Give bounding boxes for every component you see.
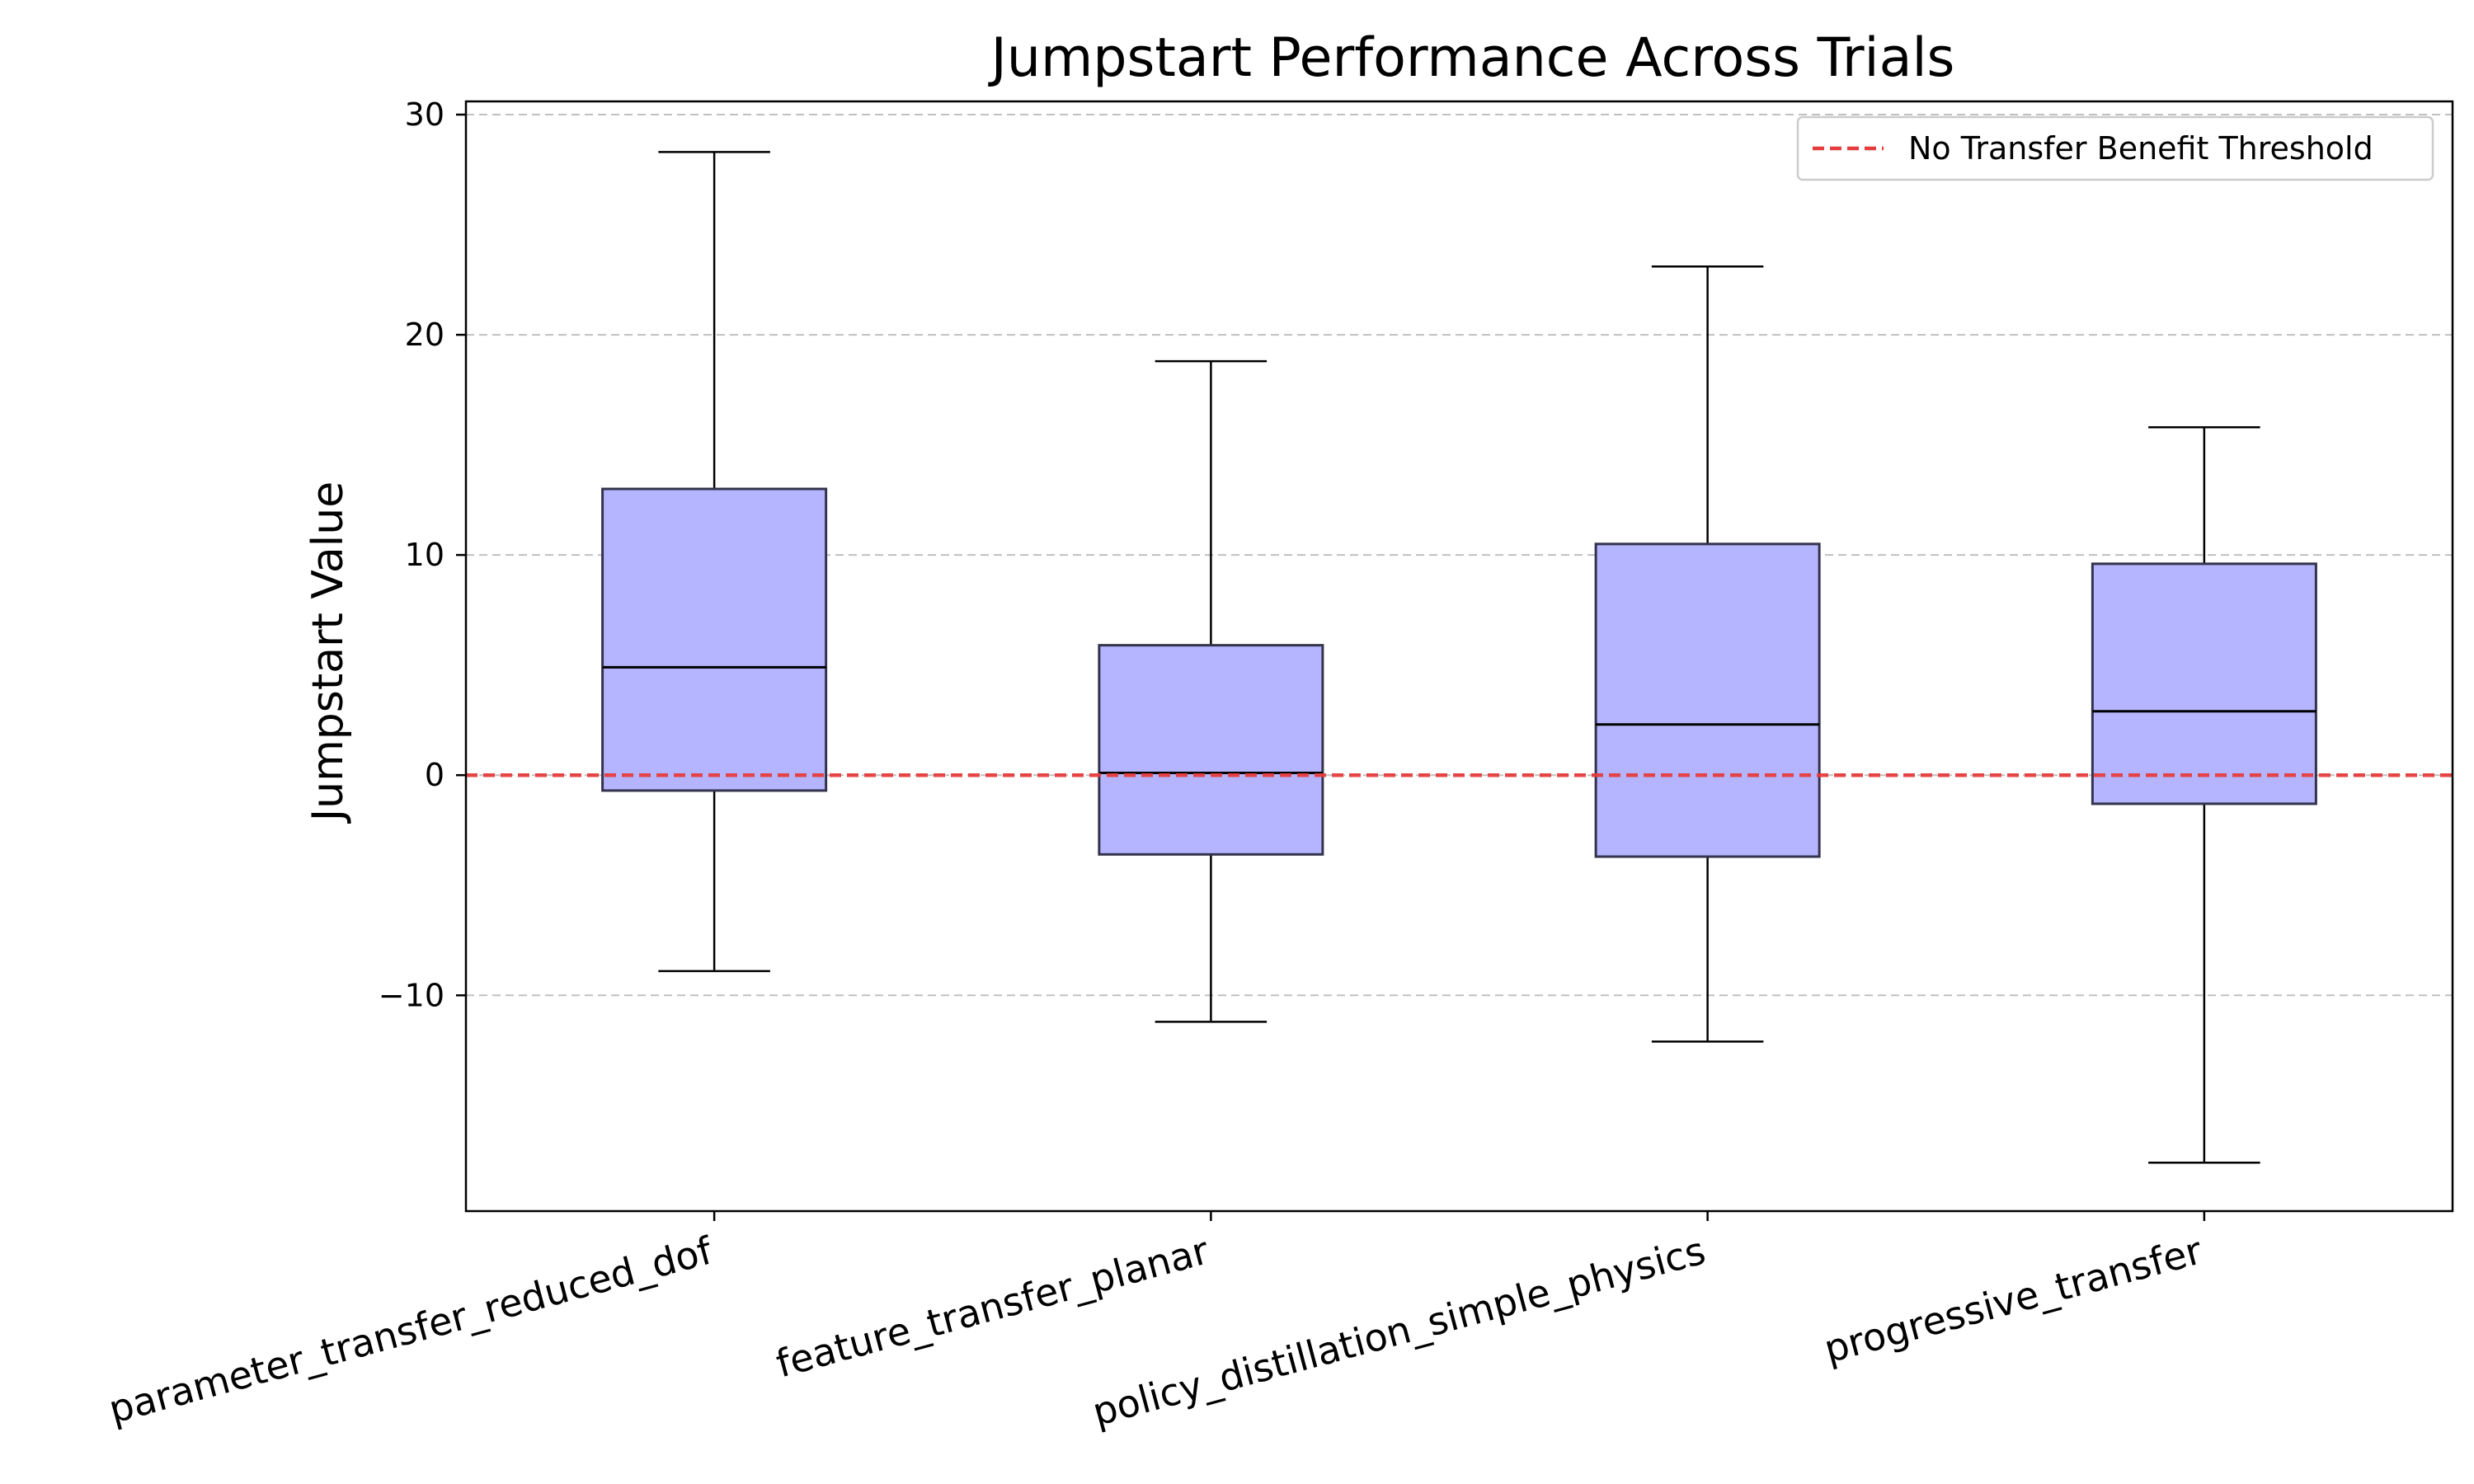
y-axis-label: Jumpstart Value: [303, 481, 353, 824]
iqr-box: [1098, 644, 1324, 856]
x-tick-label: parameter_transfer_reduced_dof: [104, 1228, 717, 1432]
plot-frame: [464, 100, 2454, 1213]
y-tick-label: 20: [405, 317, 444, 353]
box-layer: [601, 151, 2317, 1164]
y-tick-label: 30: [405, 96, 444, 133]
y-tick-label: 10: [405, 537, 444, 573]
box-parameter_transfer_reduced_dof: [601, 151, 828, 973]
iqr-box: [2091, 562, 2317, 805]
x-tick-label: feature_transfer_planar: [771, 1228, 1213, 1386]
box-policy_distillation_simple_physics: [1594, 265, 1821, 1043]
legend-threshold-label: No Transfer Benefit Threshold: [1908, 130, 2373, 167]
iqr-box: [1594, 542, 1821, 858]
box-feature_transfer_planar: [1098, 359, 1324, 1023]
y-axis-ticks: −10 0 10 20 30: [379, 96, 466, 1013]
chart-title: Jumpstart Performance Across Trials: [988, 27, 1955, 89]
legend-frame: [1796, 115, 2434, 181]
x-tick-label: progressive_transfer: [1819, 1228, 2207, 1371]
y-tick-label: −10: [379, 977, 444, 1013]
box-progressive_transfer: [2091, 426, 2317, 1164]
x-axis-ticks: parameter_transfer_reduced_dof feature_tr…: [104, 1211, 2207, 1435]
legend: No Transfer Benefit Threshold: [1796, 115, 2434, 181]
y-tick-label: 0: [425, 757, 444, 793]
iqr-box: [601, 487, 828, 792]
